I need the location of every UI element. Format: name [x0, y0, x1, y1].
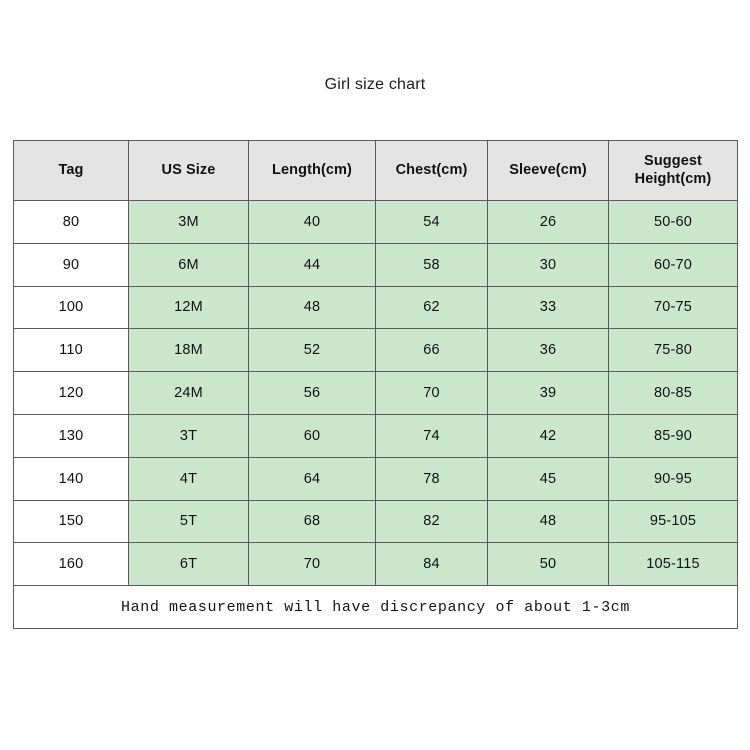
header-row: Tag US Size Length(cm) Chest(cm) Sleeve(…	[13, 140, 738, 201]
cell-suggest-height: 75-80	[608, 328, 738, 373]
cell-sleeve: 33	[487, 285, 609, 330]
cell-tag: 140	[13, 456, 129, 501]
cell-us-size: 3T	[128, 413, 249, 458]
note-row: Hand measurement will have discrepancy o…	[13, 585, 738, 630]
cell-chest: 58	[375, 242, 488, 287]
column-header-sleeve: Sleeve(cm)	[487, 140, 609, 201]
cell-sleeve: 30	[487, 242, 609, 287]
cell-chest: 66	[375, 328, 488, 373]
cell-us-size: 6T	[128, 542, 249, 587]
table-row: 160 6T 70 84 50 105-115	[13, 542, 738, 587]
cell-length: 64	[248, 456, 376, 501]
table-row: 90 6M 44 58 30 60-70	[13, 242, 738, 287]
cell-chest: 62	[375, 285, 488, 330]
cell-tag: 160	[13, 542, 129, 587]
cell-tag: 80	[13, 200, 129, 244]
cell-suggest-height: 95-105	[608, 499, 738, 544]
cell-us-size: 6M	[128, 242, 249, 287]
table-header: Tag US Size Length(cm) Chest(cm) Sleeve(…	[13, 140, 738, 201]
cell-chest: 84	[375, 542, 488, 587]
suggest-height-line1: Suggest	[644, 152, 702, 169]
cell-chest: 70	[375, 371, 488, 415]
cell-length: 40	[248, 200, 376, 244]
table-row: 110 18M 52 66 36 75-80	[13, 328, 738, 373]
cell-suggest-height: 80-85	[608, 371, 738, 415]
table-row: 120 24M 56 70 39 80-85	[13, 371, 738, 415]
cell-us-size: 3M	[128, 200, 249, 244]
table-body: 80 3M 40 54 26 50-60 90 6M 44 58 30 60-70 100 12M 48 62…	[13, 200, 738, 587]
column-header-chest: Chest(cm)	[375, 140, 488, 201]
cell-suggest-height: 90-95	[608, 456, 738, 501]
table-footer: Hand measurement will have discrepancy o…	[13, 585, 738, 630]
column-header-tag: Tag	[13, 140, 129, 201]
cell-sleeve: 42	[487, 413, 609, 458]
cell-suggest-height: 70-75	[608, 285, 738, 330]
cell-us-size: 24M	[128, 371, 249, 415]
cell-chest: 78	[375, 456, 488, 501]
table-row: 140 4T 64 78 45 90-95	[13, 456, 738, 501]
column-header-us-size: US Size	[128, 140, 249, 201]
cell-suggest-height: 60-70	[608, 242, 738, 287]
cell-chest: 54	[375, 200, 488, 244]
suggest-height-line2: Height(cm)	[634, 170, 712, 187]
cell-length: 56	[248, 371, 376, 415]
cell-suggest-height: 50-60	[608, 200, 738, 244]
cell-sleeve: 45	[487, 456, 609, 501]
cell-us-size: 5T	[128, 499, 249, 544]
cell-us-size: 4T	[128, 456, 249, 501]
cell-sleeve: 26	[487, 200, 609, 244]
cell-sleeve: 36	[487, 328, 609, 373]
column-header-length: Length(cm)	[248, 140, 376, 201]
size-chart-table: Tag US Size Length(cm) Chest(cm) Sleeve(…	[13, 140, 738, 630]
measurement-note: Hand measurement will have discrepancy o…	[13, 585, 738, 630]
table-row: 150 5T 68 82 48 95-105	[13, 499, 738, 544]
cell-sleeve: 48	[487, 499, 609, 544]
cell-length: 70	[248, 542, 376, 587]
cell-us-size: 12M	[128, 285, 249, 330]
page-title: Girl size chart	[324, 76, 426, 93]
cell-suggest-height: 105-115	[608, 542, 738, 587]
column-header-suggest-height: Suggest Height(cm)	[608, 140, 738, 201]
cell-tag: 120	[13, 371, 129, 415]
cell-length: 60	[248, 413, 376, 458]
cell-length: 68	[248, 499, 376, 544]
cell-us-size: 18M	[128, 328, 249, 373]
cell-tag: 90	[13, 242, 129, 287]
cell-length: 48	[248, 285, 376, 330]
cell-chest: 74	[375, 413, 488, 458]
table-row: 80 3M 40 54 26 50-60	[13, 200, 738, 244]
cell-length: 52	[248, 328, 376, 373]
cell-tag: 150	[13, 499, 129, 544]
cell-chest: 82	[375, 499, 488, 544]
cell-tag: 100	[13, 285, 129, 330]
cell-sleeve: 50	[487, 542, 609, 587]
size-chart-container: Tag US Size Length(cm) Chest(cm) Sleeve(…	[13, 140, 738, 630]
table-row: 130 3T 60 74 42 85-90	[13, 413, 738, 458]
cell-length: 44	[248, 242, 376, 287]
cell-tag: 110	[13, 328, 129, 373]
table-row: 100 12M 48 62 33 70-75	[13, 285, 738, 330]
cell-suggest-height: 85-90	[608, 413, 738, 458]
cell-sleeve: 39	[487, 371, 609, 415]
cell-tag: 130	[13, 413, 129, 458]
